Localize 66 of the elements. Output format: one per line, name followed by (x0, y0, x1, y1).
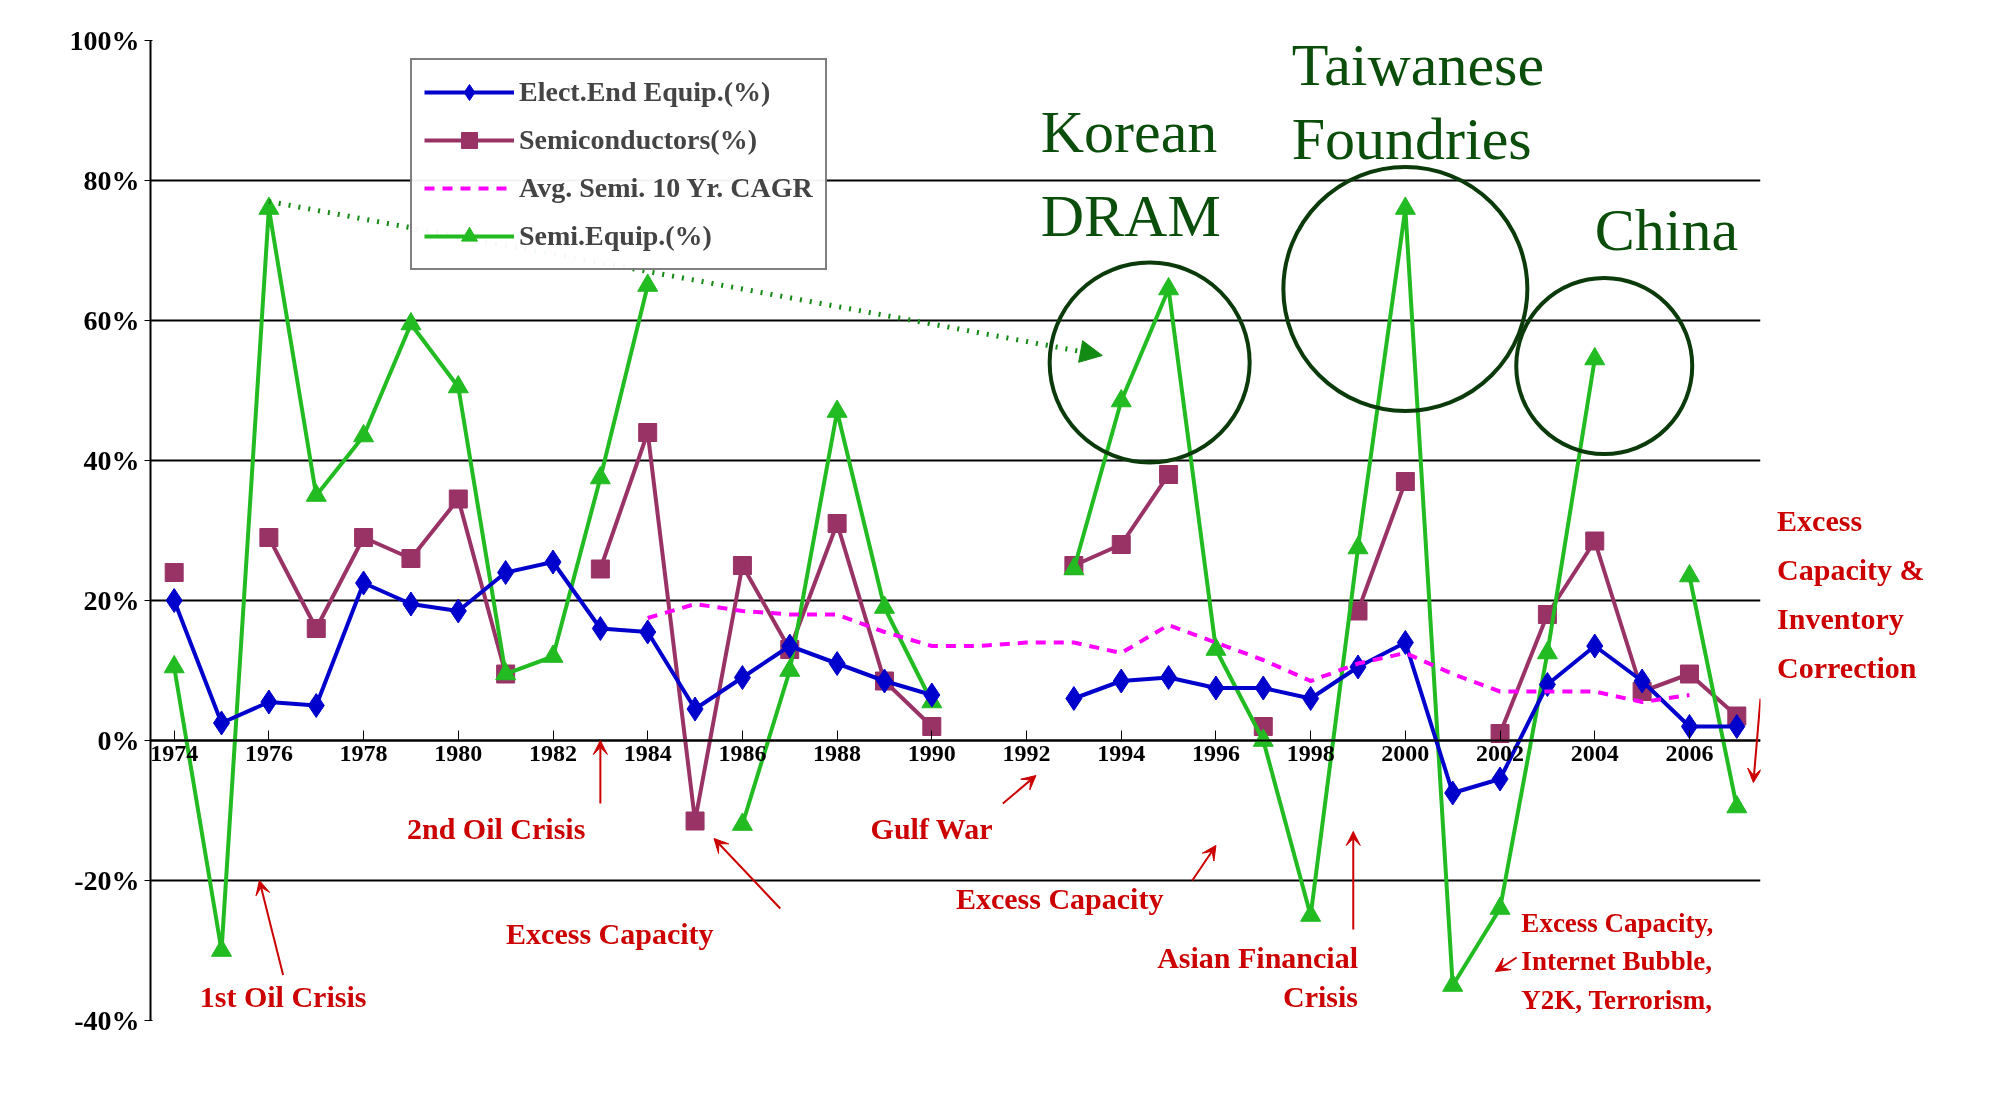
x-tick-label: 2000 (1381, 739, 1430, 766)
point (307, 693, 325, 718)
x-tick-label: 1996 (1191, 739, 1240, 766)
point (732, 556, 752, 575)
annotation: China (1594, 196, 1739, 263)
point (922, 717, 942, 736)
annotation: Korean DRAM (1040, 98, 1221, 249)
legend-label: Avg. Semi. 10 Yr. CAGR (519, 171, 813, 205)
point (354, 528, 374, 547)
y-tick-label: 40% (83, 445, 140, 476)
y-tick-label: 100% (69, 25, 140, 56)
annotation: Taiwanese Foundries (1291, 32, 1545, 172)
point (1490, 724, 1510, 743)
point (591, 616, 609, 641)
annotation: Asian Financial Crisis (1157, 941, 1358, 1013)
point (828, 651, 846, 676)
point (827, 514, 847, 533)
point (1159, 465, 1179, 484)
point (1160, 665, 1178, 690)
x-tick-label: 1992 (1002, 739, 1051, 766)
y-tick-label: -40% (74, 1005, 140, 1036)
point (164, 563, 184, 582)
point (401, 549, 421, 568)
annotation: Excess Capacity (506, 916, 714, 950)
y-tick-label: -20% (74, 865, 140, 896)
x-tick-label: 1988 (813, 739, 862, 766)
y-tick-label: 0% (97, 725, 140, 756)
point (1680, 714, 1698, 739)
x-tick-label: 1994 (1097, 739, 1146, 766)
annotation: Gulf War (870, 811, 993, 845)
point (306, 619, 326, 638)
point (1396, 630, 1414, 655)
point (1728, 714, 1746, 739)
annotation: 2nd Oil Crisis (406, 811, 586, 845)
y-tick-label: 60% (83, 305, 140, 336)
point (448, 489, 468, 509)
legend-label: Elect.End Equip.(%) (519, 75, 771, 109)
legend-label: Semi.Equip.(%) (519, 219, 712, 253)
x-tick-label: 1982 (529, 739, 577, 766)
point (1111, 535, 1131, 554)
x-tick-label: 1976 (244, 739, 293, 766)
x-tick-label: 1978 (339, 739, 388, 766)
point (590, 559, 610, 579)
x-tick-label: 1990 (907, 739, 956, 766)
point (497, 560, 515, 585)
legend-label: Semiconductors(%) (519, 123, 757, 157)
point (1679, 664, 1699, 684)
x-tick-label: 1980 (434, 739, 483, 766)
point (259, 528, 279, 547)
point (1585, 531, 1605, 551)
point (165, 588, 183, 613)
point (1302, 686, 1320, 711)
text: Excess Capacity & Inventory Correction (1777, 503, 1925, 684)
point (1395, 472, 1415, 491)
annotation: Excess Capacity (955, 881, 1164, 915)
point (638, 423, 658, 442)
point (733, 665, 751, 690)
x-tick-label: 2006 (1665, 739, 1714, 766)
x-tick-label: 2004 (1570, 739, 1619, 766)
annotation: 1st Oil Crisis (199, 979, 367, 1013)
y-tick-label: 20% (83, 585, 140, 616)
y-tick-label: 80% (83, 165, 140, 196)
point (1065, 686, 1083, 711)
x-tick-label: 1984 (623, 739, 672, 766)
point (685, 811, 705, 831)
annotation: Excess Capacity, Internet Bubble, Y2K, Terrorism, (1521, 907, 1714, 1015)
